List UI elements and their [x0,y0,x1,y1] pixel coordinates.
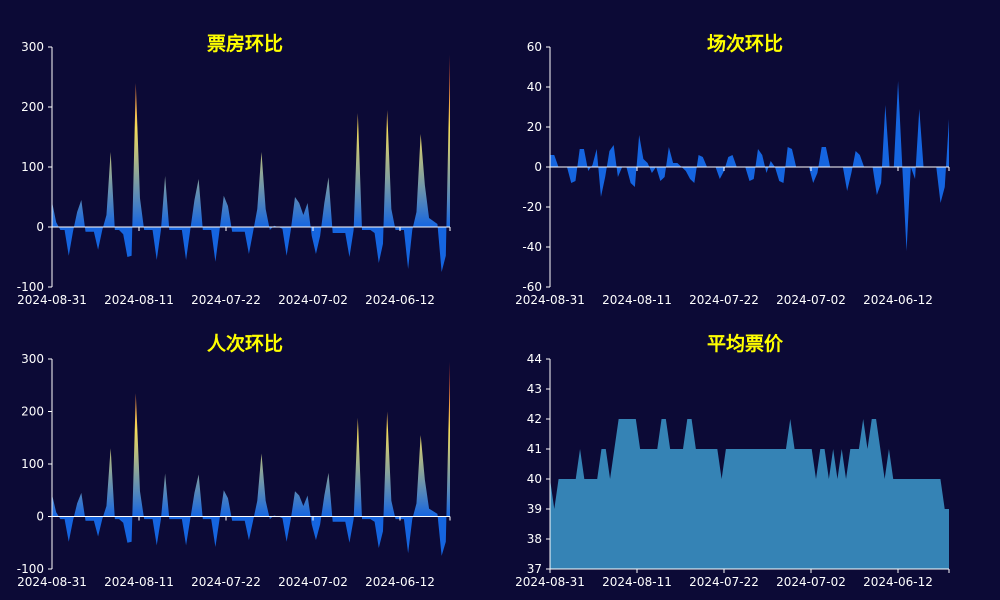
avg-price-y-tick-label: 40 [527,472,542,486]
screenings-x-tick-label: 2024-07-22 [689,293,759,307]
screenings-x-tick-label: 2024-08-11 [602,293,672,307]
admissions-chart-title: 人次环比 [207,332,283,355]
admissions-y-tick-label: 300 [21,352,44,366]
admissions-x-tick-label: 2024-07-22 [191,575,261,589]
admissions-y-tick-label: -100 [17,562,44,576]
admissions-x-tick-label: 2024-08-11 [104,575,174,589]
box-office-area-series [52,54,450,272]
box-office-y-tick-label: -100 [17,280,44,294]
avg-price-y-tick-label: 38 [527,532,542,546]
box-office-y-tick-label: 100 [21,160,44,174]
screenings-x-tick-label: 2024-08-31 [515,293,585,307]
avg-price-x-tick-label: 2024-07-02 [776,575,846,589]
screenings-x-tick-label: 2024-07-02 [776,293,846,307]
screenings-y-tick-label: -40 [522,240,542,254]
chart-screenings-ratio: -60 -40 -20 0 20 40 60 2024-08-31 2024-08-11 2024… [515,32,950,307]
box-office-y-tick-label: 0 [36,220,44,234]
box-office-x-tick-label: 2024-07-22 [191,293,261,307]
screenings-chart-title: 场次环比 [707,32,783,55]
screenings-x-tick-label: 2024-06-12 [863,293,933,307]
admissions-x-tick-label: 2024-07-02 [278,575,348,589]
screenings-y-tick-label: 20 [527,120,542,134]
box-office-x-tick-label: 2024-07-02 [278,293,348,307]
admissions-y-tick-label: 200 [21,405,44,419]
chart-admissions-ratio: -100 0 100 200 300 2024-08-31 2024-08-11 2024-0… [17,332,451,589]
box-office-y-tick-label: 300 [21,40,44,54]
avg-price-y-tick-label: 44 [527,352,542,366]
screenings-y-tick-label: -20 [522,200,542,214]
admissions-y-tick-label: 100 [21,457,44,471]
admissions-area-series [52,361,450,556]
box-office-chart-title: 票房环比 [207,32,283,55]
box-office-y-tick-label: 200 [21,100,44,114]
screenings-y-tick-label: 40 [527,80,542,94]
admissions-x-tick-label: 2024-08-31 [17,575,87,589]
chart-average-ticket-price: 37 38 39 40 41 42 43 44 2024-08-31 2024-08-11 2024… [515,332,950,589]
avg-price-y-tick-label: 37 [527,562,542,576]
avg-price-area-series [550,419,949,569]
screenings-y-tick-label: 60 [527,40,542,54]
avg-price-x-tick-label: 2024-06-12 [863,575,933,589]
avg-price-y-tick-label: 39 [527,502,542,516]
avg-price-x-tick-label: 2024-07-22 [689,575,759,589]
admissions-y-tick-label: 0 [36,510,44,524]
avg-price-chart-title: 平均票价 [707,332,784,355]
box-office-x-tick-label: 2024-08-31 [17,293,87,307]
avg-price-x-tick-label: 2024-08-11 [602,575,672,589]
avg-price-y-tick-label: 43 [527,382,542,396]
chart-box-office-ratio: -100 0 100 200 300 2024-08-31 2024-08-11 2024-0… [17,32,451,307]
box-office-x-tick-label: 2024-08-11 [104,293,174,307]
screenings-y-tick-label: 0 [534,160,542,174]
avg-price-x-tick-label: 2024-08-31 [515,575,585,589]
box-office-x-tick-label: 2024-06-12 [365,293,435,307]
screenings-area-series [550,81,949,251]
avg-price-y-tick-label: 41 [527,442,542,456]
admissions-x-tick-label: 2024-06-12 [365,575,435,589]
avg-price-y-tick-label: 42 [527,412,542,426]
screenings-y-tick-label: -60 [522,280,542,294]
